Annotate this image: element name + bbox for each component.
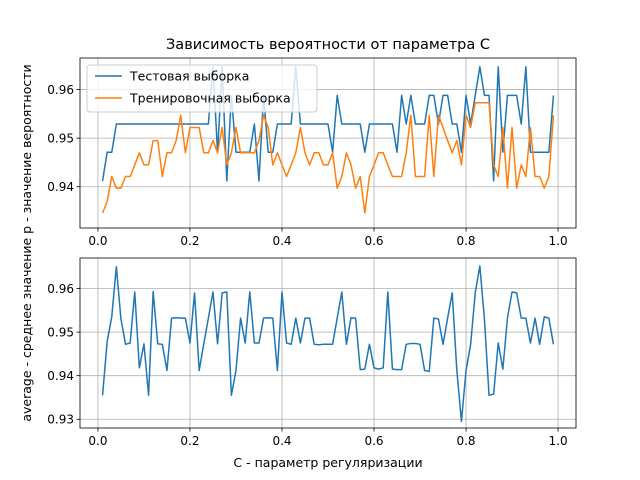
bottom-x-tick-label: 0.0 <box>88 434 107 448</box>
top-chart-title: Зависимость вероятности от параметра C <box>166 37 490 53</box>
top-series-line-1 <box>101 65 555 182</box>
top-y-tick-label: 0.95 <box>47 131 74 145</box>
top-series-lines <box>101 65 555 214</box>
bottom-series-line-1 <box>101 265 555 423</box>
top-x-tick-label: 1.0 <box>549 234 568 248</box>
top-subplot: Зависимость вероятности от параметра C 0… <box>47 37 577 248</box>
top-x-tick-label: 0.0 <box>88 234 107 248</box>
legend-label-test: Тестовая выборка <box>129 69 249 84</box>
top-x-tick-label: 0.6 <box>364 234 383 248</box>
top-x-tick-label: 0.8 <box>456 234 475 248</box>
top-y-tick-label: 0.96 <box>47 83 74 97</box>
top-y-tick-label: 0.94 <box>47 180 74 194</box>
bottom-x-tick-label: 0.8 <box>456 434 475 448</box>
top-x-tick-label: 0.4 <box>272 234 291 248</box>
bottom-x-tick-label: 0.4 <box>272 434 291 448</box>
top-series-line-2 <box>101 101 555 214</box>
top-x-tick-label: 0.2 <box>180 234 199 248</box>
legend-box <box>86 64 318 113</box>
top-axes-frame <box>79 57 577 229</box>
x-axis-label: C - параметр регуляризации <box>233 455 422 470</box>
bottom-y-tick-label: 0.94 <box>47 369 74 383</box>
bottom-x-tick-label: 1.0 <box>549 434 568 448</box>
bottom-axes-frame <box>79 257 577 429</box>
bottom-x-tick-label: 0.6 <box>364 434 383 448</box>
bottom-y-tick-label: 0.93 <box>47 413 74 427</box>
bottom-grid <box>80 258 576 428</box>
top-legend: Тестовая выборка Тренировочная выборка <box>86 64 318 113</box>
bottom-ticks: 0.0 0.2 0.4 0.6 0.8 1.0 0.93 0.94 0.95 0.96 <box>47 282 567 448</box>
bottom-y-tick-label: 0.95 <box>47 325 74 339</box>
bottom-subplot: 0.0 0.2 0.4 0.6 0.8 1.0 0.93 0.94 0.95 0.96 <box>47 257 577 448</box>
top-ticks: 0.0 0.2 0.4 0.6 0.8 1.0 0.94 0.95 0.96 <box>47 83 567 248</box>
bottom-x-tick-label: 0.2 <box>180 434 199 448</box>
y-axis-label: average - среднее значение p - значение … <box>19 64 34 421</box>
legend-label-train: Тренировочная выборка <box>129 91 291 106</box>
bottom-y-tick-label: 0.96 <box>47 282 74 296</box>
bottom-series-lines <box>101 265 555 423</box>
